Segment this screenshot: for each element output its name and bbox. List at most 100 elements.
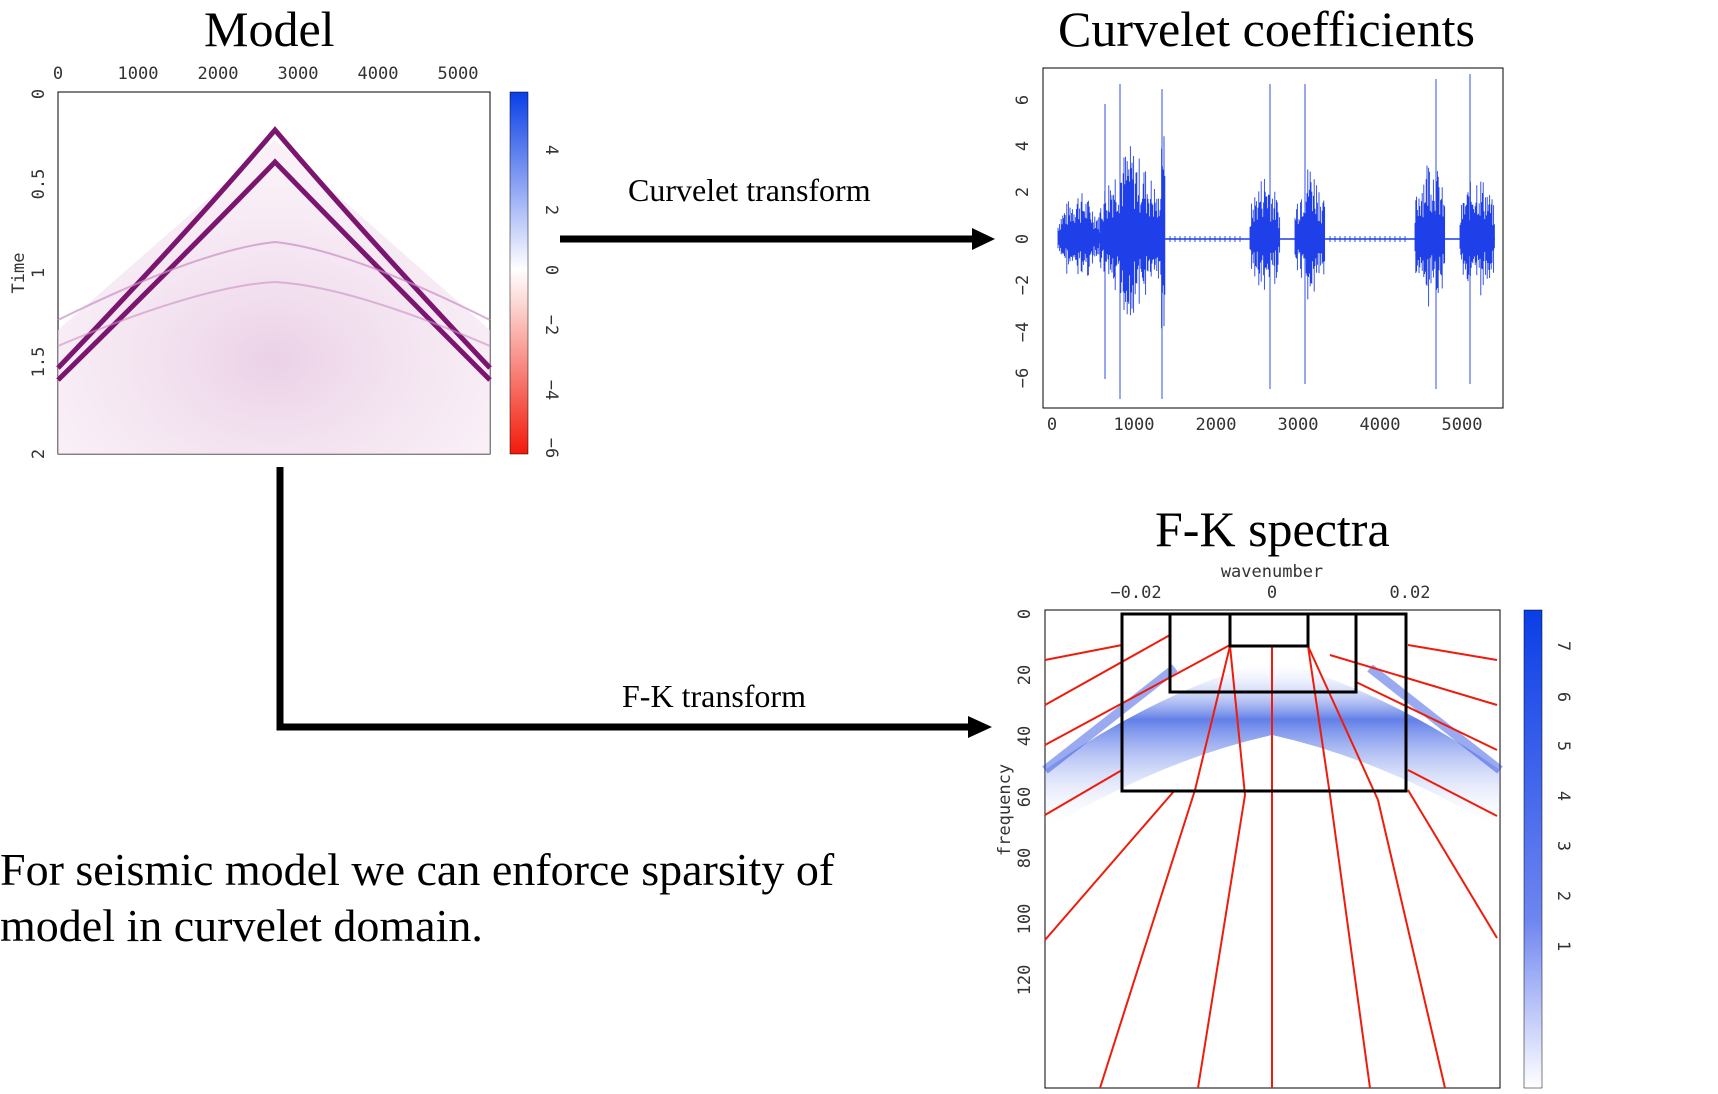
fk-colorbar-ticks: 7 6 5 4 3 2 1 (1553, 641, 1573, 951)
curvelet-y-tick: 6 (1013, 95, 1033, 105)
fk-wedge-line (1194, 645, 1231, 791)
model-y-tick: 0.5 (29, 169, 49, 200)
model-colorbar-tick: 0 (541, 265, 561, 275)
fk-wedge-line (1044, 789, 1176, 941)
model-noise-region (58, 140, 490, 454)
curvelet-y-tick: 4 (1013, 141, 1033, 151)
fk-wedge-line (1197, 794, 1246, 1089)
fk-wedge-line (1407, 644, 1498, 661)
curvelet-arrow (560, 228, 995, 250)
model-y-axis: 0 0.5 1 1.5 2 Time (9, 89, 49, 459)
fk-colorbar-tick: 2 (1553, 891, 1573, 901)
curvelet-title: Curvelet coefficients (1058, 1, 1475, 57)
fk-y-label: frequency (995, 764, 1015, 856)
model-event-4 (57, 280, 491, 347)
fk-wedge-line (1229, 645, 1246, 796)
fk-x-label: wavenumber (1221, 562, 1323, 582)
model-colorbar-ticks: 4 2 0 −2 −4 −6 (541, 145, 561, 458)
fk-y-tick: 60 (1015, 787, 1035, 807)
fk-wedge-line (1099, 789, 1196, 1089)
curvelet-x-tick: 1000 (1114, 415, 1155, 435)
model-title: Model (204, 1, 335, 57)
model-x-tick: 2000 (198, 64, 239, 84)
fk-transform-label: F-K transform (622, 678, 806, 714)
fk-wedge-line (1044, 644, 1231, 746)
fk-spectrum-edge-left (1042, 664, 1178, 774)
fk-panel: wavenumber −0.02 0 0.02 0 20 40 60 80 10… (995, 562, 1573, 1089)
fk-box-inner (1228, 612, 1310, 648)
fk-colorbar-tick: 3 (1553, 841, 1573, 851)
fk-title: F-K spectra (1155, 501, 1390, 557)
fk-wedge-line (1329, 654, 1498, 706)
model-y-tick: 1 (29, 268, 49, 278)
fk-colorbar-tick: 1 (1553, 941, 1573, 951)
curvelet-x-axis: 0 1000 2000 3000 4000 5000 (1047, 415, 1483, 435)
fk-wedge-line (1044, 634, 1171, 706)
caption-line-1: For seismic model we can enforce sparsit… (0, 844, 835, 895)
fk-y-tick: 80 (1015, 848, 1035, 868)
fk-x-tick: 0.02 (1390, 583, 1431, 603)
caption-line-2: model in curvelet domain. (0, 900, 483, 951)
fk-colorbar-tick: 4 (1553, 791, 1573, 801)
fk-colorbar (1523, 609, 1543, 1089)
model-y-tick: 0 (29, 89, 49, 99)
fk-wedge-line (1307, 645, 1331, 796)
curvelet-x-tick: 5000 (1442, 415, 1483, 435)
fk-wedge-lines (1044, 634, 1498, 1089)
model-colorbar-tick: −2 (541, 315, 561, 335)
model-colorbar-tick: −6 (541, 438, 561, 458)
curvelet-y-tick: −6 (1013, 368, 1033, 388)
curvelet-y-tick: 0 (1013, 234, 1033, 244)
curvelet-y-tick: 2 (1013, 187, 1033, 197)
model-y-label: Time (9, 253, 29, 294)
fk-wedge-line (1044, 769, 1123, 816)
model-x-tick: 5000 (438, 64, 479, 84)
caption: For seismic model we can enforce sparsit… (0, 842, 834, 954)
fk-colorbar-tick: 7 (1553, 641, 1573, 651)
curvelet-burst-traces (1057, 74, 1495, 399)
model-x-tick: 3000 (278, 64, 319, 84)
model-colorbar-tick: 4 (541, 145, 561, 155)
fk-arrow (276, 467, 992, 738)
curvelet-x-tick: 2000 (1196, 415, 1237, 435)
model-x-tick: 4000 (358, 64, 399, 84)
curvelet-transform-label: Curvelet transform (628, 172, 871, 208)
model-x-axis: 0 1000 2000 3000 4000 5000 (53, 64, 479, 84)
curvelet-x-tick: 4000 (1360, 415, 1401, 435)
fk-y-axis: 0 20 40 60 80 100 120 frequency (995, 609, 1035, 995)
model-y-tick: 1.5 (29, 347, 49, 378)
model-x-tick: 1000 (118, 64, 159, 84)
fk-colorbar-tick: 5 (1553, 741, 1573, 751)
curvelet-y-tick: −4 (1013, 322, 1033, 342)
model-event-3 (57, 240, 491, 321)
fk-colorbar-tick: 6 (1553, 692, 1573, 702)
curvelet-bursts (1057, 74, 1495, 399)
model-event-2 (56, 158, 492, 382)
fk-wedge-line (1044, 644, 1123, 661)
model-colorbar-tick: −4 (541, 380, 561, 400)
model-colorbar (509, 91, 529, 455)
fk-y-tick: 100 (1015, 904, 1035, 935)
fk-x-axis: −0.02 0 0.02 (1110, 583, 1430, 603)
curvelet-y-axis: 6 4 2 0 −2 −4 −6 (1013, 95, 1033, 388)
model-panel: 0 1000 2000 3000 4000 5000 0 0.5 1 1.5 2… (9, 64, 561, 459)
model-x-tick: 0 (53, 64, 63, 84)
model-y-tick: 2 (29, 449, 49, 459)
fk-y-tick: 120 (1015, 965, 1035, 996)
model-colorbar-tick: 2 (541, 205, 561, 215)
fk-x-tick: −0.02 (1110, 583, 1161, 603)
curvelet-x-tick: 0 (1047, 415, 1057, 435)
fk-x-tick: 0 (1267, 583, 1277, 603)
curvelet-y-tick: −2 (1013, 275, 1033, 295)
curvelet-panel: 0 1000 2000 3000 4000 5000 6 4 2 0 −2 −4… (1013, 67, 1504, 435)
fk-wedge-line (1307, 645, 1379, 801)
fk-wedge-line (1329, 794, 1371, 1089)
fk-y-tick: 40 (1015, 726, 1035, 746)
fk-y-tick: 0 (1015, 609, 1035, 619)
fk-y-tick: 20 (1015, 665, 1035, 685)
fk-wedge-line (1407, 789, 1498, 939)
fk-wedge-line (1377, 799, 1446, 1089)
fk-wedge-line (1355, 681, 1498, 751)
fk-wedge-line (1407, 769, 1498, 817)
